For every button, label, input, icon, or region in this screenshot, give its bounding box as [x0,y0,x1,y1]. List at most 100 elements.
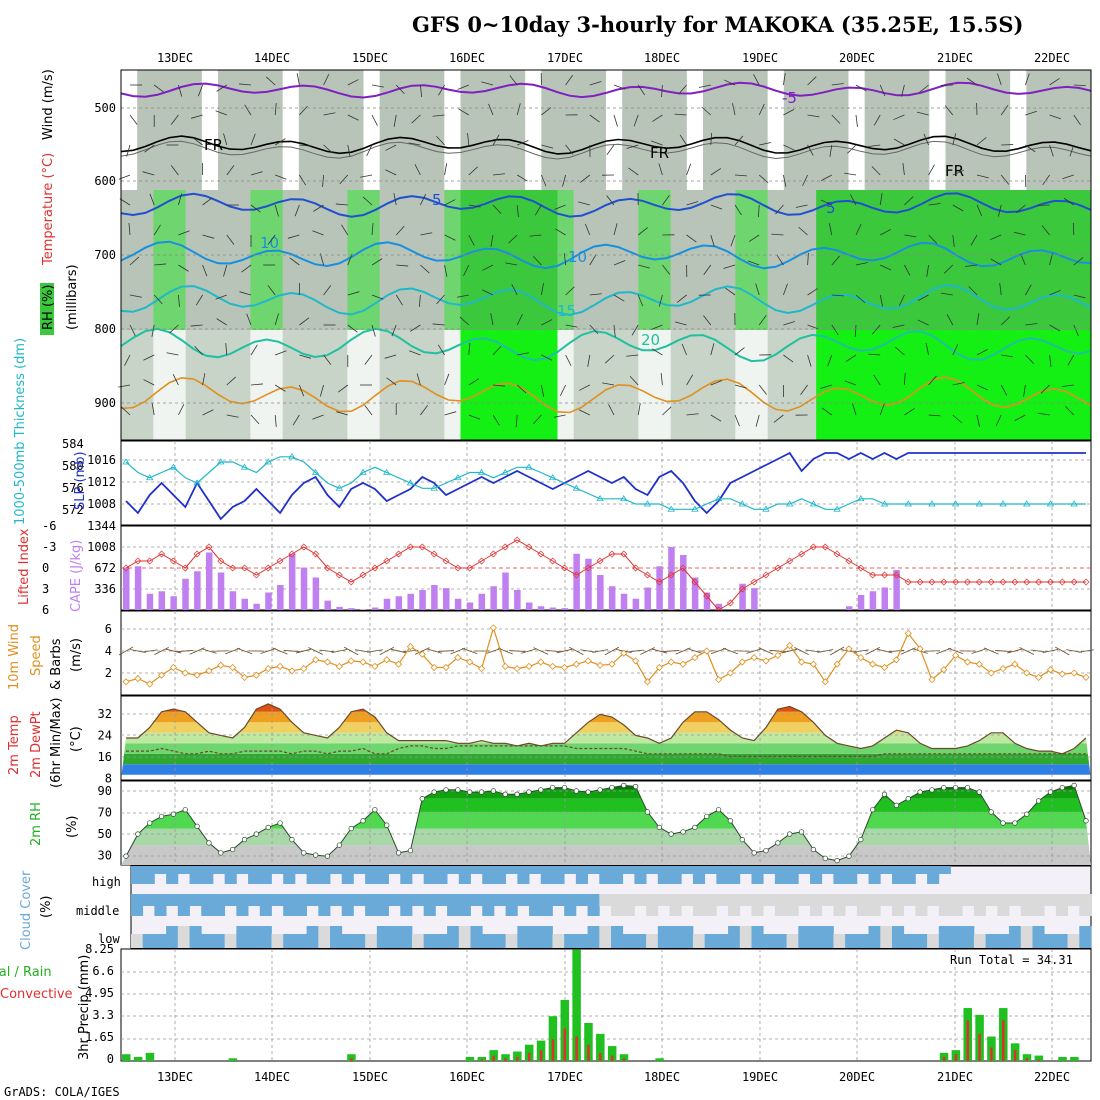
cloud-mid-block [365,894,378,916]
cloud-low-block [458,926,471,948]
cape-bar [597,575,604,610]
lifted-index-marker [300,543,308,551]
cloud-high-block [294,866,308,874]
wind10m-barb [1078,649,1094,653]
thickness-marker [880,500,889,507]
cloud-mid-block [880,894,893,906]
lifted-index-marker [762,571,770,579]
wind-barb [613,84,626,90]
wind-barb [734,174,747,177]
wind-speed-marker [892,656,900,664]
wind-speed-marker [418,650,426,658]
wind-barb [658,163,663,176]
wind-barb [541,384,545,397]
cloud-high-block [189,866,202,884]
rh-marker [218,850,224,856]
cloud-high-block [353,866,366,874]
wind-speed-marker [430,663,438,672]
wind-barb [492,414,500,426]
wind10m-barb [308,647,323,655]
rh-marker [170,811,177,817]
wind-barb [1025,284,1032,296]
rh-marker [952,784,959,791]
rh-shade-top [783,70,801,190]
thickness-marker [548,473,557,481]
wind-barb [250,344,258,356]
lifted-index-marker [655,578,663,586]
wind-speed-marker [1011,660,1019,668]
rh-shade-mid [185,190,203,330]
wind-speed-marker [940,666,948,674]
wind-barb [904,408,915,416]
bottom-date-tick: 14DEC [254,1070,290,1084]
wind-barb [385,169,397,176]
rh-marker [147,820,153,826]
thickness-marker [145,473,154,481]
rh-marker [1047,789,1054,795]
wind-barb [628,167,639,176]
wind-speed-marker [549,662,557,670]
thickness-marker [169,463,178,470]
cloud-low-block [763,934,776,948]
thickness-marker [406,479,415,486]
temp-band [121,711,1091,723]
footer-credit: GrADS: COLA/IGES [4,1085,120,1099]
wind-barb [943,264,954,274]
wind-speed-marker [869,660,877,668]
rh-shade-low [832,330,849,440]
wind10m-frame [120,610,1092,696]
cloud-mid-block [552,894,565,906]
cloud-low-block [833,934,846,948]
wind-barb [395,84,405,95]
lifted-index-marker [809,543,817,551]
wind-barb [798,226,808,236]
minmax-label: (6hr Min/Max) [49,698,64,788]
rh-shade-top [977,70,995,190]
pressure-tick-label: 900 [94,396,116,410]
wind-barb [226,234,235,245]
rh-shade-top [331,70,348,190]
cloud-mid-block [330,894,343,906]
thickness-marker [264,458,272,465]
thickness-label: 1000-500mb Thickness (dm) [13,338,28,525]
rh-band [121,845,1091,865]
precip-total-bar [477,1056,487,1061]
wind-speed-marker [501,662,509,670]
wind-barb [892,324,905,328]
wind-barb [1041,225,1050,236]
cloud-mid-block [212,894,226,916]
rh-shade-top [282,70,300,190]
wind-barb [734,135,744,146]
rh-marker [870,807,876,813]
cape-bar [241,598,249,610]
wind-speed-label: Speed [29,635,44,676]
wind-barb [516,384,527,394]
wind-barb [928,203,941,206]
wind-barb [226,376,236,386]
wind-barb [820,384,832,389]
temp-tick-label: 16 [98,750,112,764]
cloud-low-block [681,926,694,948]
wind-speed-marker [762,657,770,665]
rh-tick-label: 70 [98,806,112,820]
precip-conv-bar [516,1056,519,1061]
wind-barb [710,380,723,386]
wind-barb [847,144,857,154]
top-date-tick: 13DEC [157,51,193,65]
wind-barb [831,114,841,124]
wind-barb [734,347,745,356]
cape-bar [585,558,592,610]
cloud-low-block [669,926,682,948]
wind-speed-marker [169,663,177,672]
rh-shade-low [994,330,1011,440]
contour-label: 10 [568,248,587,266]
cloud-mid-block [669,894,682,916]
wind10m-barb [852,649,869,653]
wind-barb [916,111,929,116]
cloud-mid-block [271,894,284,906]
rh-shade-top [606,70,623,190]
wind-barb [437,344,445,356]
wind-barb [432,323,445,326]
wind-barb [873,374,881,386]
